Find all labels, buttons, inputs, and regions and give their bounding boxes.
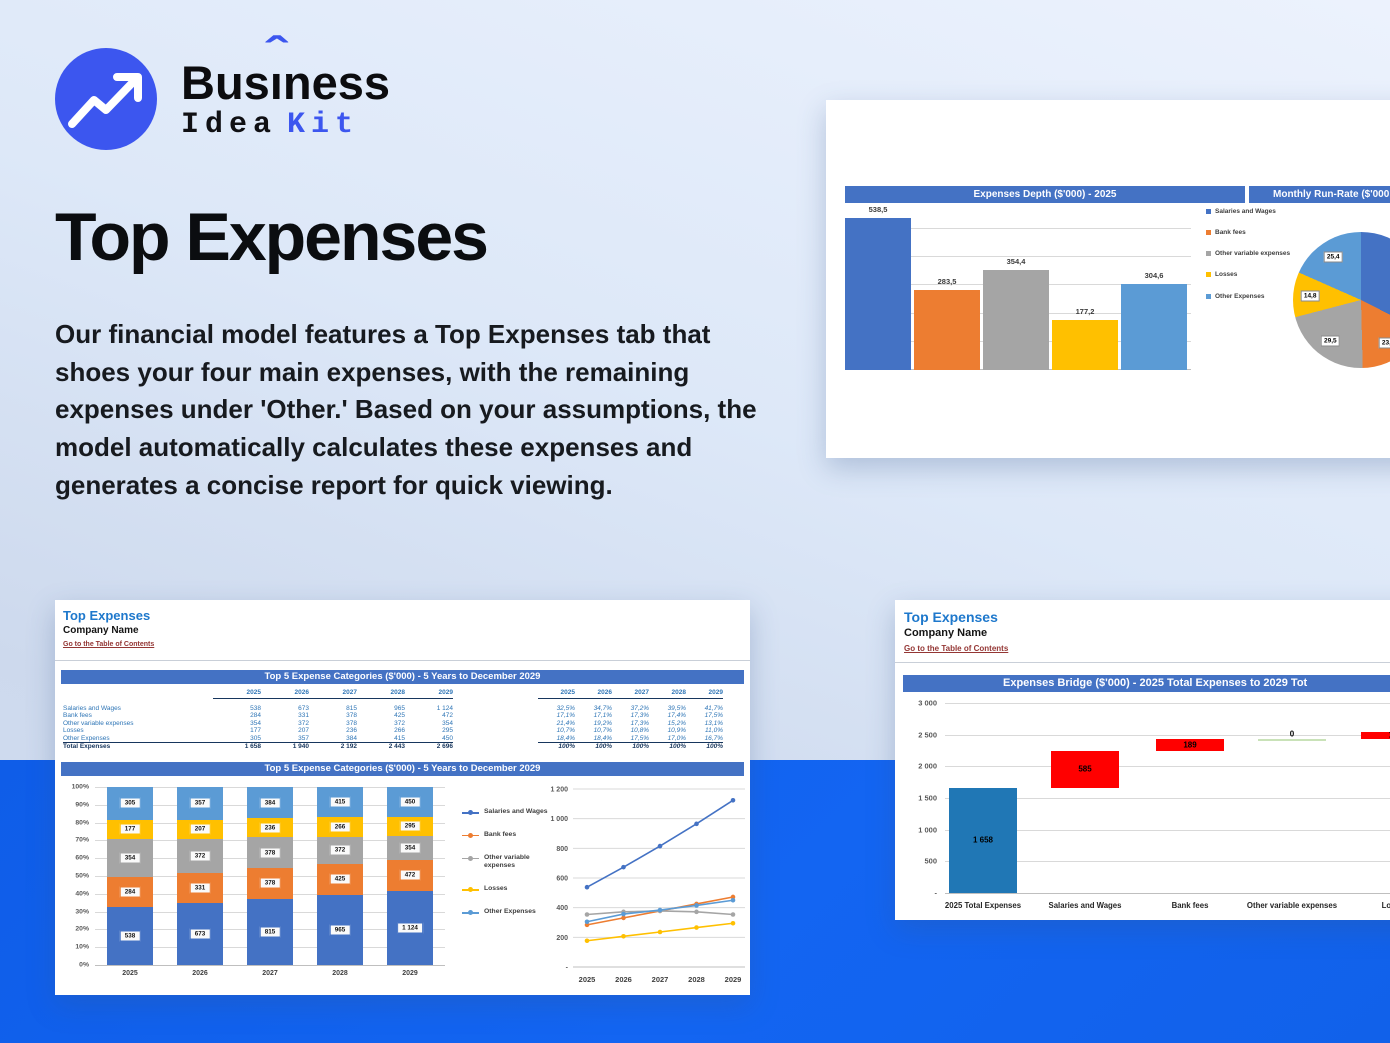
company-name: Company Name — [63, 625, 139, 636]
brand-wordmark: Bus ˆ ıness Idea Kit — [181, 29, 390, 142]
page-title: Top Expenses — [55, 199, 489, 275]
screenshot-expenses-bridge: Top Expenses Company Name Go to the Tabl… — [895, 600, 1390, 920]
brand-logo: Bus ˆ ıness Idea Kit — [55, 29, 390, 150]
sheet-title: Top Expenses — [63, 608, 151, 623]
toc-link: Go to the Table of Contents — [904, 644, 1009, 653]
svg-text:2029: 2029 — [725, 975, 742, 984]
page-description: Our financial model features a Top Expen… — [55, 319, 757, 500]
expenses-depth-legend: Salaries and Wages Bank fees Other variabl… — [1206, 208, 1298, 314]
svg-text:1 000: 1 000 — [550, 816, 568, 823]
section-header-charts: Top 5 Expense Categories ($'000) - 5 Yea… — [61, 762, 744, 776]
chart-header-monthly-run-rate: Monthly Run-Rate ($'000 — [1249, 186, 1390, 203]
svg-text:600: 600 — [556, 876, 568, 883]
svg-text:-: - — [566, 965, 569, 972]
section-header-table: Top 5 Expense Categories ($'000) - 5 Yea… — [61, 670, 744, 684]
expense-table: 2025 2026 2027 2028 2029 2025 2026 2027 2028 2029… — [63, 689, 723, 750]
divider — [55, 660, 750, 661]
chart-header-expenses-depth: Expenses Depth ($'000) - 2025 — [845, 186, 1245, 203]
svg-text:2027: 2027 — [652, 975, 669, 984]
screenshot-top5-expense-categories: Top Expenses Company Name Go to the Tabl… — [55, 600, 750, 995]
caret-accent: ˆ — [265, 29, 287, 77]
svg-text:1 200: 1 200 — [550, 787, 568, 794]
sheet-title: Top Expenses — [904, 609, 998, 625]
svg-text:800: 800 — [556, 846, 568, 853]
svg-text:2026: 2026 — [615, 975, 632, 984]
top5-line-chart: - 200 400 600 800 1 000 1 200 2025 2026 2027 2028 2… — [550, 787, 745, 984]
expenses-depth-bar-chart: 538,5 283,5 354,4 177,2 304,6 — [845, 205, 1191, 370]
divider — [895, 662, 1390, 663]
svg-text:400: 400 — [556, 905, 568, 912]
svg-text:2025: 2025 — [579, 975, 596, 984]
section-header-bridge: Expenses Bridge ($'000) - 2025 Total Exp… — [903, 675, 1390, 692]
expenses-bridge-waterfall-chart: 1 658 2025 Total Expenses 585 Salaries and … — [945, 703, 1390, 910]
top5-chart-legend: Salaries and Wages Bank fees Other variabl… — [462, 808, 554, 931]
svg-text:2028: 2028 — [688, 975, 705, 984]
brand-line2: Idea Kit — [181, 107, 360, 142]
screenshot-expenses-depth: Expenses Depth ($'000) - 2025 Monthly Ru… — [826, 100, 1390, 458]
toc-link: Go to the Table of Contents — [63, 641, 155, 648]
company-name: Company Name — [904, 627, 988, 639]
svg-text:200: 200 — [556, 935, 568, 942]
trend-up-arrow-icon — [55, 48, 157, 150]
brand-line1: Bus ˆ ıness — [181, 29, 390, 109]
